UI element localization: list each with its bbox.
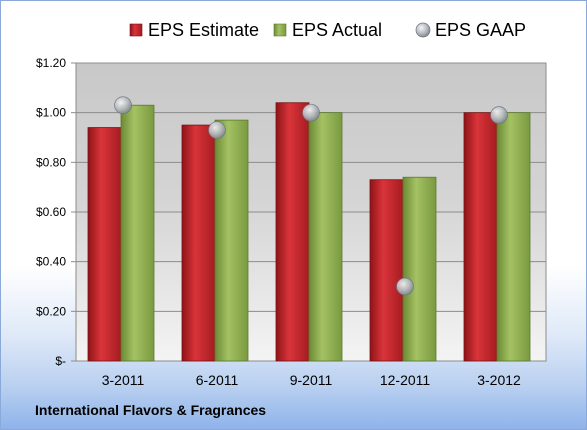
y-tick-label: $1.00 (36, 106, 66, 120)
y-tick-label: $0.20 (36, 304, 66, 318)
legend-label: EPS GAAP (435, 20, 526, 40)
marker-eps-gaap (114, 96, 132, 115)
bar-eps-estimate (463, 112, 498, 362)
legend-swatch (273, 23, 287, 37)
legend-swatch (129, 23, 143, 37)
y-tick-label: $0.60 (36, 205, 66, 219)
bar-eps-estimate (275, 102, 310, 362)
x-tick-label: 12-2011 (380, 372, 431, 388)
legend-label: EPS Actual (292, 20, 382, 40)
bar-eps-actual (496, 112, 531, 362)
marker-eps-gaap (208, 121, 226, 139)
y-tick-label: $1.20 (36, 56, 66, 70)
marker-eps-gaap (396, 277, 414, 296)
x-tick-label: 3-2011 (102, 372, 145, 388)
x-tick-label: 6-2011 (196, 372, 239, 388)
marker-eps-gaap (490, 106, 508, 125)
bar-eps-estimate (369, 179, 404, 362)
bar-eps-estimate (87, 127, 122, 362)
bar-eps-estimate (181, 124, 216, 362)
y-tick-label: $0.40 (36, 255, 66, 269)
bar-eps-actual (308, 112, 343, 362)
y-tick-label: $0.80 (36, 155, 66, 169)
bar-eps-actual (402, 176, 437, 362)
x-tick-label: 3-2012 (477, 372, 521, 388)
y-tick-label: $- (55, 354, 66, 368)
company-name: International Flavors & Fragrances (35, 402, 267, 418)
x-tick-label: 9-2011 (290, 372, 333, 388)
marker-eps-gaap (302, 103, 320, 122)
bar-eps-actual (120, 104, 155, 362)
legend-label: EPS Estimate (148, 20, 259, 40)
legend-swatch (415, 22, 431, 38)
bar-eps-actual (214, 119, 249, 362)
